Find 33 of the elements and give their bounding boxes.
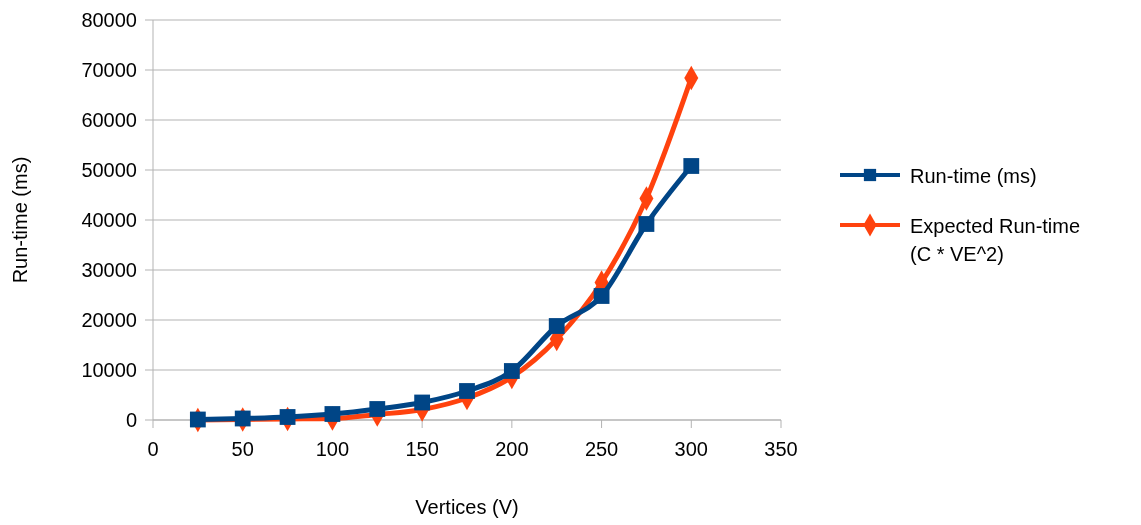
point <box>593 288 610 304</box>
point <box>683 158 700 174</box>
x-axis-title: Vertices (V) <box>415 496 519 518</box>
y-tick-label: 40000 <box>81 209 137 231</box>
y-tick-label: 50000 <box>81 159 137 181</box>
x-tick-label: 50 <box>231 438 254 460</box>
y-tick-label: 0 <box>125 409 137 431</box>
point <box>548 318 565 334</box>
x-tick-label: 0 <box>147 438 159 460</box>
point <box>459 383 475 399</box>
point <box>414 394 431 411</box>
point <box>189 411 206 428</box>
y-tick-label: 80000 <box>81 9 137 31</box>
legend-label: Expected Run-time (C * VE^2) <box>910 215 1081 265</box>
y-tick-label: 70000 <box>81 59 137 81</box>
point <box>638 216 655 232</box>
point <box>234 410 251 427</box>
x-tick-label: 100 <box>315 438 350 460</box>
point <box>369 401 386 417</box>
point <box>279 409 296 425</box>
x-tick-label: 350 <box>764 438 798 460</box>
x-tick-label: 150 <box>405 438 439 460</box>
y-tick-label: 20000 <box>81 309 137 331</box>
point <box>503 363 520 379</box>
y-tick-label: 60000 <box>81 109 137 131</box>
y-axis-title: Run-time (ms) <box>9 156 31 284</box>
y-tick-label: 10000 <box>81 359 137 381</box>
x-tick-label: 200 <box>495 438 529 460</box>
legend-label: Run-time (ms) <box>910 165 1037 187</box>
x-tick-label: 250 <box>584 438 619 460</box>
point <box>324 406 341 422</box>
y-tick-label: 30000 <box>81 259 137 281</box>
x-tick-label: 300 <box>674 438 708 460</box>
